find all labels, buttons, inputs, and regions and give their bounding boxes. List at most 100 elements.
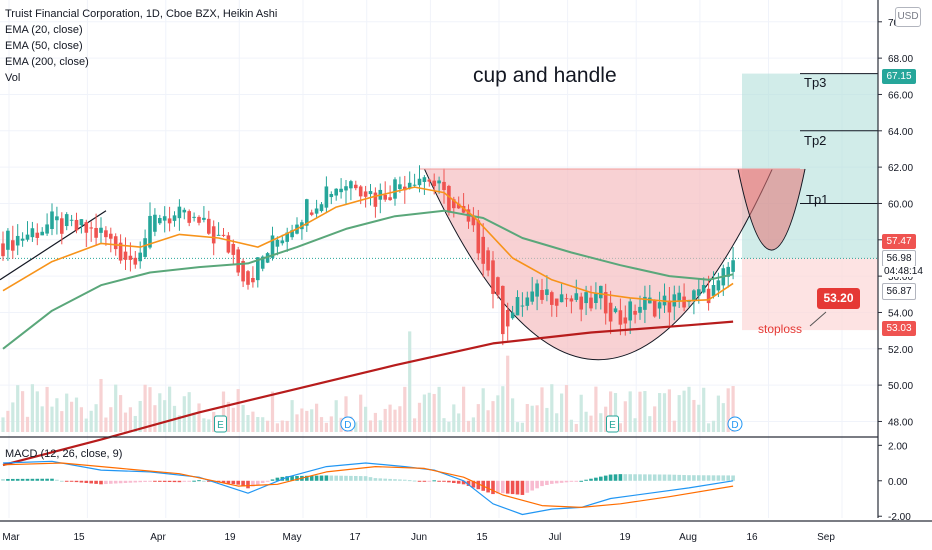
candle <box>638 295 642 320</box>
candle-body <box>393 179 397 199</box>
volume-bar <box>466 420 471 432</box>
volume-bar <box>192 412 196 432</box>
macd-histogram-bar <box>437 480 441 482</box>
volume-bar <box>109 407 113 432</box>
volume-bar <box>163 400 167 432</box>
volume-bar <box>711 420 716 432</box>
volume-bar <box>422 394 426 432</box>
macd-histogram-bar <box>60 480 64 482</box>
volume-bar <box>21 391 25 432</box>
candle-body <box>74 219 79 231</box>
candle-body <box>692 290 696 302</box>
volume-bar <box>682 390 686 432</box>
candle-body <box>118 242 123 261</box>
candle <box>148 202 152 250</box>
stoploss-label: stoploss <box>758 322 803 336</box>
candle-body <box>143 238 147 257</box>
candle-body <box>368 191 373 195</box>
candle <box>692 289 696 315</box>
candle <box>256 257 260 288</box>
macd-histogram-bar <box>270 479 275 481</box>
candle-body <box>319 204 324 212</box>
macd-tick-label: 2.00 <box>888 441 908 452</box>
marker-frame <box>340 416 356 432</box>
volume-bar <box>432 393 436 432</box>
candle <box>599 285 603 310</box>
candle-body <box>35 232 40 238</box>
macd-histogram-bar <box>128 480 133 483</box>
candle-body <box>442 181 446 190</box>
macd-histogram-bar <box>275 477 280 481</box>
candle-body <box>432 180 436 187</box>
volume-bar <box>334 400 338 432</box>
currency-button[interactable]: USD <box>895 7 921 27</box>
volume-bar <box>300 408 304 432</box>
tp3-label: Tp3 <box>804 75 827 90</box>
candle-body <box>603 292 608 314</box>
volume-legend[interactable]: Vol <box>5 72 21 84</box>
volume-bar <box>398 406 402 432</box>
marker-letter: D <box>731 420 738 431</box>
candle-body <box>280 240 285 244</box>
candle <box>290 224 294 240</box>
volume-bar <box>70 401 74 432</box>
volume-bar <box>79 407 83 432</box>
volume-bar <box>266 420 270 432</box>
candle-body <box>207 218 211 234</box>
volume-bar <box>236 389 240 432</box>
candle-body <box>79 219 84 226</box>
handle-outline <box>737 168 806 251</box>
ema200-legend[interactable]: EMA (200, close) <box>5 56 89 68</box>
macd-histogram-bar <box>64 480 69 482</box>
volume-bar <box>329 416 333 432</box>
symbol-title[interactable]: Truist Financial Corporation, 1D, Cboe B… <box>5 8 278 20</box>
macd-histogram-bar <box>442 480 446 482</box>
candle <box>94 213 98 245</box>
candle-body <box>633 310 637 315</box>
volume-bar <box>1 417 5 432</box>
volume-bar <box>388 404 392 432</box>
candle <box>305 198 309 232</box>
macd-histogram-bar <box>153 480 157 482</box>
volume-bar <box>133 415 137 432</box>
macd-histogram-bar <box>456 480 461 484</box>
volume-bar <box>187 392 191 432</box>
macd-histogram-bar <box>447 480 451 483</box>
candle <box>295 217 299 235</box>
macd-tick-label: 0.00 <box>888 477 908 488</box>
macd-histogram-bar <box>540 480 544 487</box>
candle <box>251 266 255 288</box>
candle <box>633 304 637 324</box>
volume-bar <box>221 391 226 432</box>
ema20-legend[interactable]: EMA (20, close) <box>5 24 83 36</box>
candle <box>231 239 236 264</box>
candle-body <box>520 305 525 307</box>
volume-bar <box>25 416 30 432</box>
macd-histogram-bar <box>20 478 25 481</box>
volume-bar <box>168 386 172 432</box>
macd-histogram-bar <box>594 477 598 481</box>
macd-histogram-bar <box>344 475 348 481</box>
macd-histogram-bar <box>334 475 338 481</box>
candle-body <box>260 256 265 269</box>
candle <box>574 279 579 303</box>
candle <box>285 227 289 252</box>
volume-bar <box>618 423 622 432</box>
volume-bar <box>359 394 363 432</box>
candle <box>354 180 358 191</box>
candle-body <box>608 302 613 322</box>
macd-histogram-bar <box>603 475 608 481</box>
ema50-legend[interactable]: EMA (50, close) <box>5 40 83 52</box>
macd-histogram-bar <box>148 480 152 482</box>
candle <box>711 271 716 299</box>
macd-histogram-bar <box>672 474 677 481</box>
macd-histogram-bar <box>69 480 74 482</box>
candle-body <box>197 216 201 223</box>
volume-bar <box>653 406 657 432</box>
macd-histogram-bar <box>55 479 59 481</box>
macd-legend[interactable]: MACD (12, 26, close, 9) <box>5 448 123 460</box>
volume-bar <box>599 413 603 432</box>
target-levels <box>420 73 878 327</box>
candle <box>579 292 583 322</box>
macd-histogram-bar <box>461 480 466 485</box>
